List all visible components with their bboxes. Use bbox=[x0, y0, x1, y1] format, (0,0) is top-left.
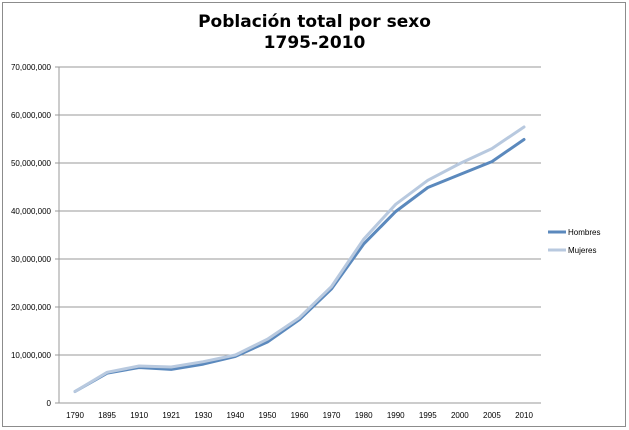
x-tick-label: 2005 bbox=[483, 411, 501, 420]
legend-label-mujeres: Mujeres bbox=[568, 246, 596, 255]
x-tick-label: 1921 bbox=[162, 411, 180, 420]
x-tick-label: 1980 bbox=[355, 411, 373, 420]
x-tick-label: 1960 bbox=[291, 411, 309, 420]
series-layer bbox=[73, 125, 526, 393]
series-line-hombres bbox=[73, 138, 526, 393]
legend: Hombres Mujeres bbox=[548, 228, 600, 255]
x-tick-label: 1970 bbox=[323, 411, 341, 420]
chart-title: Población total por sexo bbox=[198, 12, 431, 32]
y-tick-label: 70,000,000 bbox=[11, 63, 52, 72]
series-line-mujeres bbox=[73, 125, 526, 393]
legend-label-hombres: Hombres bbox=[568, 228, 600, 237]
x-axis: 1790 1895 1910 1921 1930 1940 1950 1960 1970 1980… bbox=[66, 411, 533, 420]
grid-lines bbox=[59, 66, 541, 404]
x-tick-label: 2000 bbox=[451, 411, 469, 420]
x-tick-label: 1950 bbox=[259, 411, 277, 420]
y-axis: 0 10,000,000 20,000,000 30,000,000 40,000,00… bbox=[11, 63, 60, 408]
y-tick-label: 20,000,000 bbox=[11, 303, 52, 312]
y-tick-label: 50,000,000 bbox=[11, 159, 52, 168]
y-tick-label: 40,000,000 bbox=[11, 207, 52, 216]
y-tick-label: 0 bbox=[47, 399, 52, 408]
x-tick-label: 1990 bbox=[387, 411, 405, 420]
x-tick-label: 2010 bbox=[515, 411, 533, 420]
x-tick-label: 1930 bbox=[194, 411, 212, 420]
y-tick-label: 30,000,000 bbox=[11, 255, 52, 264]
chart-subtitle: 1795-2010 bbox=[263, 33, 366, 53]
x-tick-label: 1895 bbox=[98, 411, 116, 420]
chart-title-block: Población total por sexo 1795-2010 bbox=[0, 12, 629, 54]
y-tick-label: 10,000,000 bbox=[11, 351, 52, 360]
x-tick-label: 1995 bbox=[419, 411, 437, 420]
x-tick-label: 1940 bbox=[226, 411, 244, 420]
y-tick-label: 60,000,000 bbox=[11, 111, 52, 120]
x-tick-label: 1790 bbox=[66, 411, 84, 420]
x-tick-label: 1910 bbox=[130, 411, 148, 420]
